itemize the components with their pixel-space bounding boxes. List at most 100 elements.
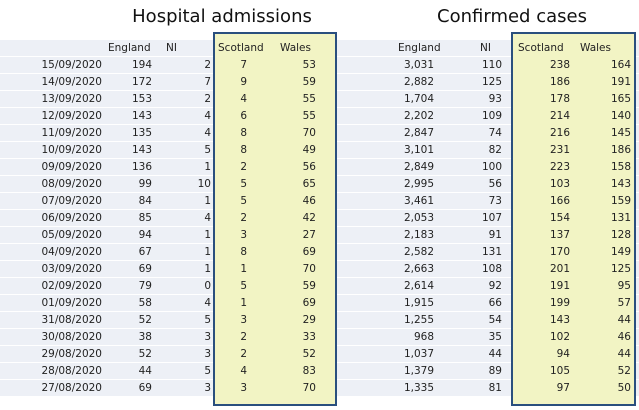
value-cell: 5	[204, 144, 211, 156]
column-header: NI	[480, 42, 491, 54]
date-cell: 05/09/2020	[41, 229, 102, 241]
value-cell: 238	[549, 59, 570, 71]
value-cell: 46	[617, 331, 631, 343]
value-cell: 0	[204, 280, 211, 292]
value-cell: 83	[302, 365, 316, 377]
column-header: Wales	[580, 42, 611, 54]
value-cell: 4	[204, 110, 211, 122]
value-cell: 2,847	[403, 127, 434, 139]
value-cell: 137	[549, 229, 570, 241]
value-cell: 108	[481, 263, 502, 275]
value-cell: 2	[204, 59, 211, 71]
value-cell: 69	[302, 297, 316, 309]
column-header: England	[398, 42, 441, 54]
value-cell: 100	[481, 161, 502, 173]
date-cell: 29/08/2020	[41, 348, 102, 360]
value-cell: 44	[488, 348, 502, 360]
table-title: Hospital admissions	[132, 6, 312, 27]
value-cell: 158	[610, 161, 631, 173]
value-cell: 107	[481, 212, 502, 224]
value-cell: 143	[131, 144, 152, 156]
value-cell: 5	[204, 365, 211, 377]
value-cell: 143	[610, 178, 631, 190]
value-cell: 3	[240, 314, 247, 326]
value-cell: 199	[549, 297, 570, 309]
value-cell: 8	[240, 144, 247, 156]
value-cell: 136	[131, 161, 152, 173]
value-cell: 2,202	[403, 110, 434, 122]
value-cell: 2,582	[403, 246, 434, 258]
value-cell: 191	[549, 280, 570, 292]
value-cell: 4	[204, 297, 211, 309]
value-cell: 5	[240, 280, 247, 292]
date-cell: 10/09/2020	[41, 144, 102, 156]
column-header: England	[108, 42, 151, 54]
value-cell: 53	[302, 59, 316, 71]
value-cell: 52	[302, 348, 316, 360]
value-cell: 94	[138, 229, 152, 241]
value-cell: 1	[240, 263, 247, 275]
highlight-border	[511, 32, 636, 406]
value-cell: 216	[549, 127, 570, 139]
value-cell: 89	[488, 365, 502, 377]
value-cell: 84	[138, 195, 152, 207]
value-cell: 214	[549, 110, 570, 122]
value-cell: 97	[556, 382, 570, 394]
value-cell: 154	[549, 212, 570, 224]
value-cell: 165	[610, 93, 631, 105]
value-cell: 3	[240, 229, 247, 241]
value-cell: 2,663	[403, 263, 434, 275]
value-cell: 143	[549, 314, 570, 326]
value-cell: 94	[556, 348, 570, 360]
value-cell: 44	[138, 365, 152, 377]
date-cell: 01/09/2020	[41, 297, 102, 309]
value-cell: 2	[240, 348, 247, 360]
value-cell: 109	[481, 110, 502, 122]
value-cell: 58	[138, 297, 152, 309]
value-cell: 92	[488, 280, 502, 292]
value-cell: 1,335	[403, 382, 434, 394]
value-cell: 172	[131, 76, 152, 88]
date-cell: 02/09/2020	[41, 280, 102, 292]
value-cell: 52	[138, 348, 152, 360]
value-cell: 135	[131, 127, 152, 139]
date-cell: 04/09/2020	[41, 246, 102, 258]
value-cell: 59	[302, 280, 316, 292]
value-cell: 91	[488, 229, 502, 241]
value-cell: 186	[549, 76, 570, 88]
value-cell: 125	[481, 76, 502, 88]
value-cell: 70	[302, 127, 316, 139]
value-cell: 1,037	[403, 348, 434, 360]
value-cell: 231	[549, 144, 570, 156]
value-cell: 191	[610, 76, 631, 88]
value-cell: 65	[302, 178, 316, 190]
date-cell: 06/09/2020	[41, 212, 102, 224]
value-cell: 2,053	[403, 212, 434, 224]
value-cell: 69	[302, 246, 316, 258]
value-cell: 3	[204, 382, 211, 394]
value-cell: 6	[240, 110, 247, 122]
date-cell: 03/09/2020	[41, 263, 102, 275]
date-cell: 14/09/2020	[41, 76, 102, 88]
value-cell: 3,461	[403, 195, 434, 207]
value-cell: 44	[617, 348, 631, 360]
value-cell: 70	[302, 263, 316, 275]
value-cell: 69	[138, 382, 152, 394]
value-cell: 7	[240, 59, 247, 71]
value-cell: 2,183	[403, 229, 434, 241]
value-cell: 35	[488, 331, 502, 343]
value-cell: 2,882	[403, 76, 434, 88]
value-cell: 2,995	[403, 178, 434, 190]
value-cell: 110	[481, 59, 502, 71]
column-header: NI	[166, 42, 177, 54]
value-cell: 2,614	[403, 280, 434, 292]
value-cell: 1	[204, 195, 211, 207]
value-cell: 170	[549, 246, 570, 258]
value-cell: 1	[204, 263, 211, 275]
value-cell: 55	[302, 93, 316, 105]
highlight	[213, 32, 337, 406]
value-cell: 99	[138, 178, 152, 190]
value-cell: 166	[549, 195, 570, 207]
value-cell: 8	[240, 246, 247, 258]
value-cell: 29	[302, 314, 316, 326]
